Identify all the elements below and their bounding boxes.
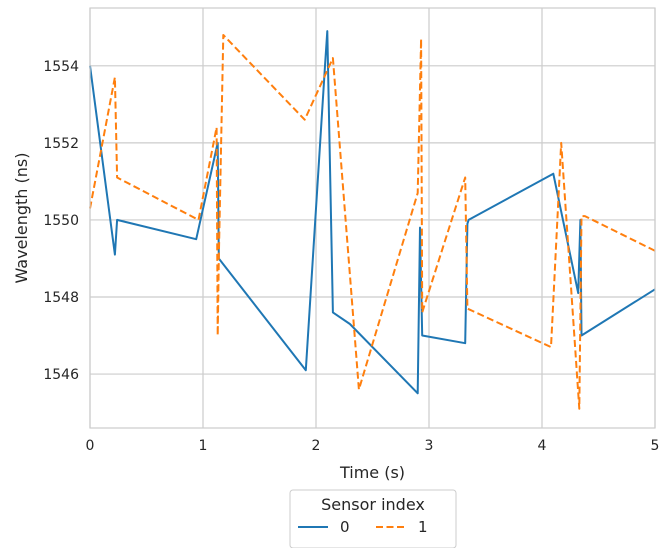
y-tick-label: 1546 (43, 367, 79, 383)
y-tick-label: 1548 (43, 290, 79, 306)
legend-label-1: 1 (418, 518, 428, 536)
legend-label-0: 0 (340, 518, 350, 536)
legend-title: Sensor index (321, 495, 425, 514)
plot-frame (89, 7, 656, 429)
series-lines (89, 30, 656, 410)
x-tick-label: 1 (199, 438, 208, 454)
y-tick-label: 1554 (43, 59, 79, 75)
y-tick-labels: 1546 1548 1550 1552 1554 (43, 59, 79, 383)
x-tick-labels: 0 1 2 3 4 5 (86, 438, 660, 454)
y-tick-label: 1550 (43, 213, 79, 229)
gridlines (89, 8, 656, 428)
series-line-1 (89, 34, 656, 410)
x-tick-label: 5 (651, 438, 660, 454)
x-tick-label: 4 (538, 438, 547, 454)
x-tick-label: 0 (86, 438, 95, 454)
y-tick-label: 1552 (43, 136, 79, 152)
x-tick-label: 2 (312, 438, 321, 454)
legend-box (289, 489, 457, 548)
y-axis-label: Wavelength (ns) (12, 153, 31, 284)
x-axis-label: Time (s) (339, 463, 405, 482)
x-tick-label: 3 (425, 438, 434, 454)
series-line-0 (89, 30, 656, 395)
